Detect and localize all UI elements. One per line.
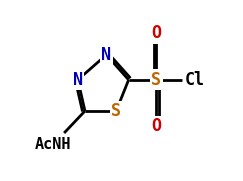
Text: O: O (151, 117, 161, 135)
Text: S: S (151, 71, 161, 89)
Text: S: S (111, 102, 121, 120)
Text: O: O (151, 24, 161, 43)
Text: AcNH: AcNH (35, 137, 71, 152)
Text: N: N (101, 46, 111, 64)
Text: Cl: Cl (185, 71, 205, 89)
Text: N: N (73, 71, 83, 89)
